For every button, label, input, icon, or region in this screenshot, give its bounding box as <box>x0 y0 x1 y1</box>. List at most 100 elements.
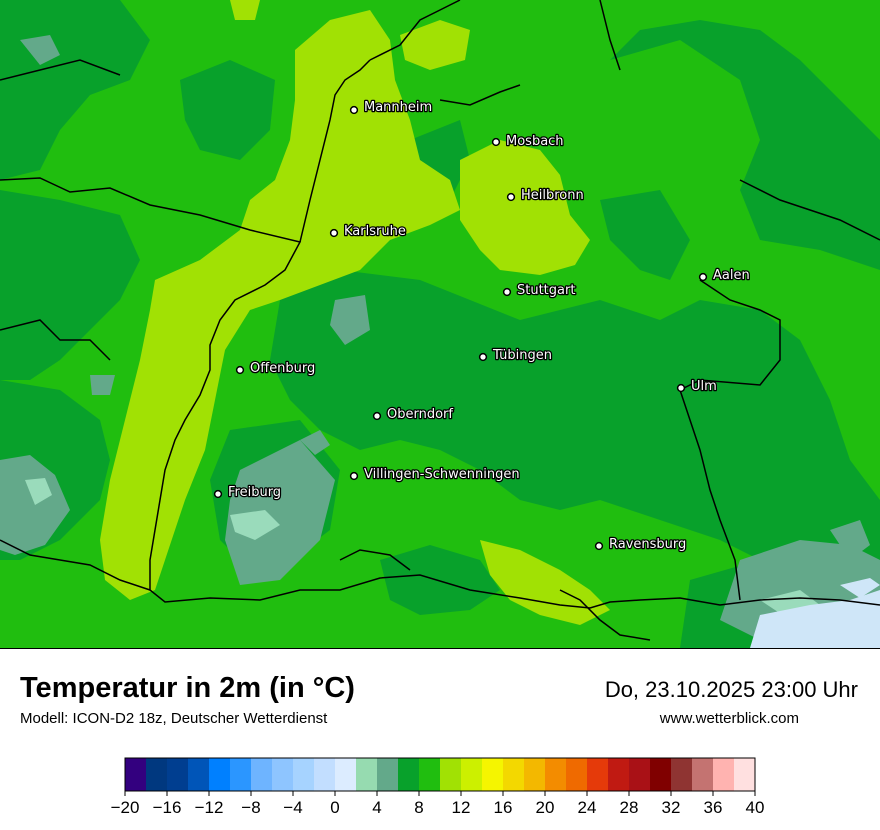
legend-swatch <box>587 758 609 791</box>
city-freiburg: Freiburg <box>213 484 282 501</box>
legend-tick-label: 36 <box>704 798 723 817</box>
city-dot-icon <box>349 105 359 115</box>
city-label: Offenburg <box>250 361 315 376</box>
city-dot-icon <box>235 365 245 375</box>
city-villingen-schwenningen: Villingen-Schwenningen <box>349 466 521 483</box>
legend-swatch <box>461 758 483 791</box>
legend-tick-label: 40 <box>746 798 765 817</box>
city-label: Oberndorf <box>387 407 453 422</box>
legend-tick-label: −8 <box>241 798 260 817</box>
legend-tick-label: −16 <box>153 798 182 817</box>
website-link[interactable]: www.wetterblick.com <box>659 710 799 727</box>
legend-tick-label: −12 <box>195 798 224 817</box>
legend-tick-label: 0 <box>330 798 339 817</box>
city-label: Ravensburg <box>609 537 686 552</box>
city-dot-icon <box>676 383 686 393</box>
legend-swatch <box>671 758 693 791</box>
legend-tick-label: 20 <box>536 798 555 817</box>
legend-swatch <box>335 758 357 791</box>
city-ulm: Ulm <box>676 378 718 395</box>
city-label: Freiburg <box>228 485 281 500</box>
rhine-valley-warm-area <box>100 0 610 625</box>
borders <box>0 0 880 641</box>
legend-tick-label: −20 <box>111 798 140 817</box>
city-dot-icon <box>594 541 604 551</box>
legend-swatch <box>482 758 504 791</box>
legend-swatch <box>356 758 378 791</box>
legend-swatch <box>650 758 672 791</box>
legend-swatch <box>629 758 651 791</box>
legend-tick-label: −4 <box>283 798 302 817</box>
city-dot-icon <box>698 272 708 282</box>
map-title: Temperatur in 2m (in °C) <box>20 672 355 704</box>
legend-tick-label: 24 <box>578 798 597 817</box>
city-dot-icon <box>491 137 501 147</box>
city-label: Stuttgart <box>517 283 575 298</box>
legend-swatch <box>146 758 168 791</box>
map-canvas: Mannheim Mosbach Heilbronn Karlsruhe Aal… <box>0 0 880 648</box>
city-mannheim: Mannheim <box>349 99 433 116</box>
legend-swatch <box>398 758 420 791</box>
city-oberndorf: Oberndorf <box>372 406 455 423</box>
legend-swatch <box>440 758 462 791</box>
city-ravensburg: Ravensburg <box>594 536 688 553</box>
legend-swatch <box>734 758 756 791</box>
city-dot-icon <box>506 192 516 202</box>
legend-swatch <box>713 758 735 791</box>
city-dot-icon <box>372 411 382 421</box>
legend-swatch <box>419 758 441 791</box>
city-aalen: Aalen <box>698 267 751 284</box>
city-tuebingen: Tübingen <box>478 347 553 364</box>
city-karlsruhe: Karlsruhe <box>329 223 407 240</box>
city-label: Aalen <box>713 268 750 283</box>
legend-swatch <box>167 758 189 791</box>
legend-canvas: −20 −16 −12 −8 −4 0 4 8 12 16 20 24 28 32 36 40 <box>111 757 765 817</box>
city-dot-icon <box>349 471 359 481</box>
legend-swatch <box>293 758 315 791</box>
city-label: Karlsruhe <box>344 224 406 239</box>
city-label: Mannheim <box>364 100 432 115</box>
city-label: Tübingen <box>492 348 552 363</box>
forecast-datetime: Do, 23.10.2025 23:00 Uhr <box>604 677 858 702</box>
legend-swatch <box>314 758 336 791</box>
legend-swatch <box>209 758 231 791</box>
legend-swatch <box>692 758 714 791</box>
legend-swatch <box>503 758 525 791</box>
city-label: Ulm <box>691 379 717 394</box>
legend-swatch <box>230 758 252 791</box>
city-dot-icon <box>329 228 339 238</box>
city-heilbronn: Heilbronn <box>506 187 585 204</box>
legend-swatch <box>377 758 399 791</box>
model-info: Modell: ICON-D2 18z, Deutscher Wetterdie… <box>20 710 328 727</box>
legend-ticks: −20 −16 −12 −8 −4 0 4 8 12 16 20 24 28 32 36 40 <box>111 791 765 817</box>
city-dot-icon <box>502 287 512 297</box>
legend-swatch <box>272 758 294 791</box>
temperature-map: Mannheim Mosbach Heilbronn Karlsruhe Aal… <box>0 0 880 649</box>
city-label: Villingen-Schwenningen <box>364 467 520 482</box>
city-label: Mosbach <box>506 134 564 149</box>
city-offenburg: Offenburg <box>235 360 317 377</box>
alps-cold-areas <box>750 578 880 648</box>
legend-tick-label: 16 <box>494 798 513 817</box>
city-stuttgart: Stuttgart <box>502 282 577 299</box>
legend-swatch <box>608 758 630 791</box>
legend-tick-label: 28 <box>620 798 639 817</box>
legend-tick-label: 12 <box>452 798 471 817</box>
legend-swatch <box>524 758 546 791</box>
legend-border <box>124 757 756 792</box>
legend-tick-label: 4 <box>372 798 381 817</box>
city-mosbach: Mosbach <box>491 133 565 150</box>
city-markers: Mannheim Mosbach Heilbronn Karlsruhe Aal… <box>213 99 751 553</box>
legend-swatch <box>188 758 210 791</box>
legend-swatch <box>545 758 567 791</box>
legend-swatches <box>124 757 756 792</box>
city-dot-icon <box>213 489 223 499</box>
legend-tick-label: 32 <box>662 798 681 817</box>
color-legend: −20 −16 −12 −8 −4 0 4 8 12 16 20 24 28 32 36 40 <box>0 750 880 822</box>
legend-swatch <box>251 758 273 791</box>
legend-tick-label: 8 <box>414 798 423 817</box>
city-dot-icon <box>478 352 488 362</box>
legend-swatch <box>566 758 588 791</box>
legend-swatch <box>125 758 147 791</box>
city-label: Heilbronn <box>521 188 584 203</box>
